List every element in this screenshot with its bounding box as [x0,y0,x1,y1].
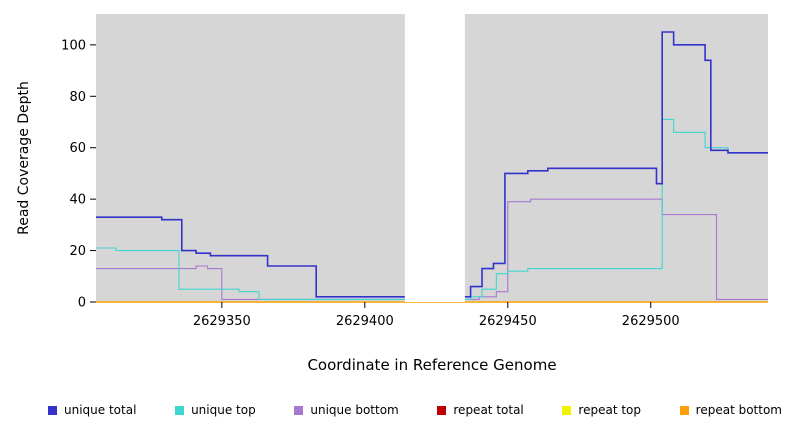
legend-item-unique-top: unique top [175,403,256,417]
legend-swatch-repeat-total [437,405,447,415]
series-line-unique-total [96,31,768,298]
y-tick-label: 80 [69,90,86,105]
legend-item-unique-total: unique total [48,403,136,417]
chart-legend: unique total unique top unique bottom repea… [48,398,782,422]
x-tick-label: 2629400 [336,314,394,329]
x-tick-label: 2629350 [193,314,251,329]
coverage-gap-band [404,14,465,302]
y-tick-label: 40 [69,193,86,208]
y-tick-label: 60 [69,141,86,156]
legend-swatch-unique-bottom [294,405,304,415]
legend-swatch-unique-total [48,405,57,415]
legend-label-unique-bottom: unique bottom [310,403,399,417]
series-line-unique-bottom [96,198,768,300]
legend-item-repeat-bottom: repeat bottom [679,403,782,417]
legend-swatch-unique-top [175,405,185,415]
y-tick-label: 0 [78,296,86,311]
legend-swatch-repeat-top [562,405,572,415]
legend-swatch-repeat-bottom [679,405,689,415]
legend-label-repeat-total: repeat total [453,403,524,417]
legend-label-unique-total: unique total [64,403,137,417]
y-tick-label: 20 [69,244,86,259]
x-tick-label: 2629500 [622,314,680,329]
legend-item-repeat-top: repeat top [562,403,641,417]
plot-layer: 2629350 2629400 2629450 2629500 0 20 40 60 80 100 [61,14,768,329]
y-tick-label: 100 [61,38,86,53]
x-axis-label: Coordinate in Reference Genome [307,356,556,374]
legend-label-repeat-bottom: repeat bottom [695,403,782,417]
legend-label-repeat-top: repeat top [578,403,642,417]
legend-label-unique-top: unique top [191,403,256,417]
legend-item-repeat-total: repeat total [437,403,524,417]
series-line-unique-top [96,118,768,300]
x-tick-label: 2629450 [479,314,537,329]
legend-item-unique-bottom: unique bottom [294,403,399,417]
y-axis-label: Read Coverage Depth [16,81,32,235]
